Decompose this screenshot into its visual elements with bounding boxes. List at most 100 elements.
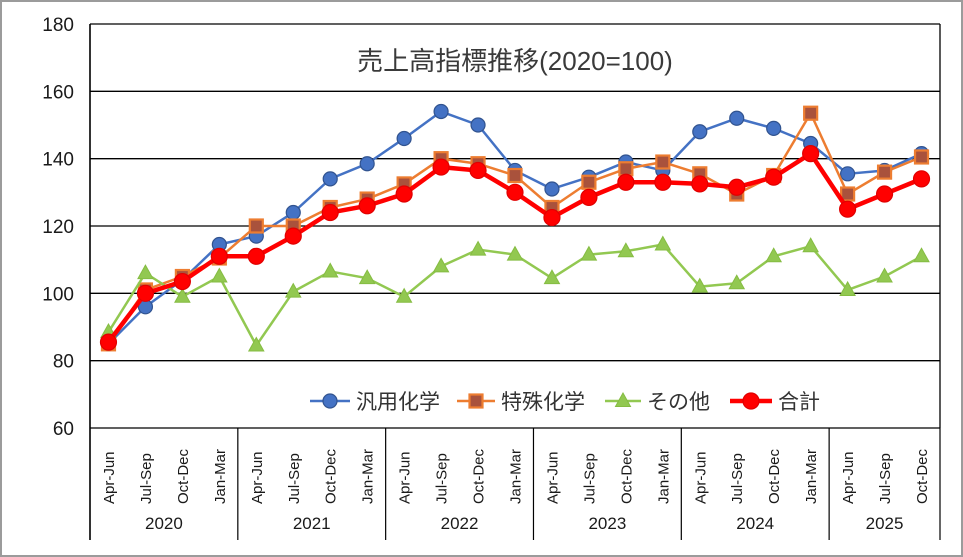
x-axis-label-2020-Oct-Dec: Oct-Dec: [175, 448, 192, 504]
marker-square: [840, 186, 856, 202]
marker-circle: [358, 197, 376, 215]
marker-circle: [247, 247, 265, 265]
marker-circle: [691, 175, 709, 193]
marker-circle: [654, 173, 672, 191]
marker-circle: [839, 200, 857, 218]
marker-circle: [395, 185, 413, 203]
marker-triangle: [174, 287, 191, 303]
marker-circle: [99, 333, 118, 351]
x-axis-label-2021-Jan-Mar: Jan-Mar: [360, 449, 377, 504]
marker-circle: [912, 170, 931, 188]
marker-triangle: [839, 280, 856, 296]
legend-label-その他: その他: [647, 391, 710, 414]
x-axis-label-2024-Oct-Dec: Oct-Dec: [766, 448, 783, 504]
marker-circle: [544, 181, 560, 197]
marker-circle: [432, 158, 450, 176]
marker-circle: [729, 110, 745, 126]
marker-circle: [765, 168, 783, 186]
marker-circle: [433, 103, 449, 120]
marker-triangle: [506, 245, 524, 261]
marker-circle: [617, 173, 635, 191]
marker-triangle: [728, 274, 746, 290]
y-axis-label-100: 100: [42, 284, 74, 305]
x-axis-label-2021-Apr-Jun: Apr-Jun: [249, 451, 266, 504]
x-axis-label-2024-Jul-Sep: Jul-Sep: [729, 453, 746, 504]
marker-triangle: [432, 257, 450, 273]
marker-triangle: [137, 264, 154, 280]
marker-circle: [359, 156, 375, 172]
year-label-2025: 2025: [866, 514, 904, 533]
marker-triangle: [654, 235, 672, 251]
y-axis-label-140: 140: [42, 150, 74, 171]
x-axis-label-2024-Apr-Jun: Apr-Jun: [692, 451, 709, 504]
x-axis-label-2022-Oct-Dec: Oct-Dec: [471, 448, 488, 504]
marker-triangle: [876, 267, 893, 283]
marker-square: [507, 167, 523, 184]
marker-triangle: [321, 262, 339, 278]
marker-triangle: [247, 336, 265, 352]
marker-circle: [580, 188, 598, 206]
marker-triangle: [614, 391, 632, 407]
marker-square: [913, 149, 930, 165]
marker-circle: [322, 171, 338, 187]
marker-circle: [802, 145, 820, 163]
marker-circle: [470, 117, 486, 133]
legend-label-合計: 合計: [778, 391, 820, 414]
x-axis-label-2020-Apr-Jun: Apr-Jun: [101, 451, 118, 504]
x-axis-label-2022-Jan-Mar: Jan-Mar: [508, 449, 525, 504]
marker-circle: [284, 227, 302, 245]
x-axis-label-2025-Oct-Dec: Oct-Dec: [914, 448, 931, 504]
y-axis-label-80: 80: [53, 352, 74, 373]
x-axis-label-2023-Jul-Sep: Jul-Sep: [581, 453, 598, 504]
marker-circle: [210, 247, 228, 265]
x-axis-label-2022-Jul-Sep: Jul-Sep: [434, 453, 451, 504]
marker-circle: [321, 203, 339, 222]
legend-label-汎用化学: 汎用化学: [356, 391, 440, 414]
x-axis-label-2025-Apr-Jun: Apr-Jun: [840, 451, 857, 504]
series-line-汎用化学: [107, 110, 923, 346]
x-axis-label-2023-Apr-Jun: Apr-Jun: [544, 451, 561, 504]
marker-circle: [506, 183, 524, 201]
x-axis-label-2023-Oct-Dec: Oct-Dec: [618, 448, 635, 504]
marker-square: [248, 218, 264, 234]
marker-triangle: [691, 277, 709, 293]
marker-triangle: [358, 269, 376, 285]
year-label-2023: 2023: [588, 514, 626, 533]
marker-triangle: [284, 282, 302, 298]
marker-triangle: [543, 269, 561, 285]
x-axis-label-2021-Oct-Dec: Oct-Dec: [323, 448, 340, 504]
year-label-2022: 2022: [441, 514, 479, 533]
marker-triangle: [580, 245, 598, 261]
marker-circle: [543, 208, 561, 227]
x-axis-label-2021-Jul-Sep: Jul-Sep: [286, 453, 303, 504]
marker-triangle: [210, 267, 228, 283]
x-axis-label-2022-Apr-Jun: Apr-Jun: [397, 451, 414, 504]
marker-circle: [728, 178, 746, 196]
marker-triangle: [913, 247, 930, 263]
marker-circle: [396, 130, 412, 147]
y-axis-label-160: 160: [42, 82, 74, 103]
marker-square: [618, 161, 634, 177]
marker-triangle: [395, 287, 413, 303]
x-axis-label-2020-Jan-Mar: Jan-Mar: [212, 449, 229, 504]
y-axis-label-60: 60: [53, 419, 74, 440]
marker-circle: [173, 272, 191, 291]
marker-circle: [742, 392, 760, 410]
marker-square: [468, 393, 484, 409]
chart-title: 売上高指標推移(2020=100): [357, 46, 673, 76]
series-line-特殊化学: [107, 111, 923, 346]
marker-circle: [469, 161, 487, 180]
x-axis-label-2020-Jul-Sep: Jul-Sep: [138, 453, 155, 504]
y-axis-label-120: 120: [42, 217, 74, 238]
marker-circle: [285, 204, 301, 221]
marker-triangle: [469, 240, 487, 256]
year-label-2021: 2021: [293, 514, 331, 533]
x-axis-label-2023-Jan-Mar: Jan-Mar: [655, 449, 672, 504]
marker-circle: [322, 393, 338, 409]
marker-triangle: [802, 237, 820, 253]
marker-circle: [136, 284, 155, 302]
year-label-2024: 2024: [736, 514, 774, 533]
marker-circle: [840, 166, 856, 182]
marker-square: [876, 164, 893, 180]
marker-square: [803, 105, 819, 121]
